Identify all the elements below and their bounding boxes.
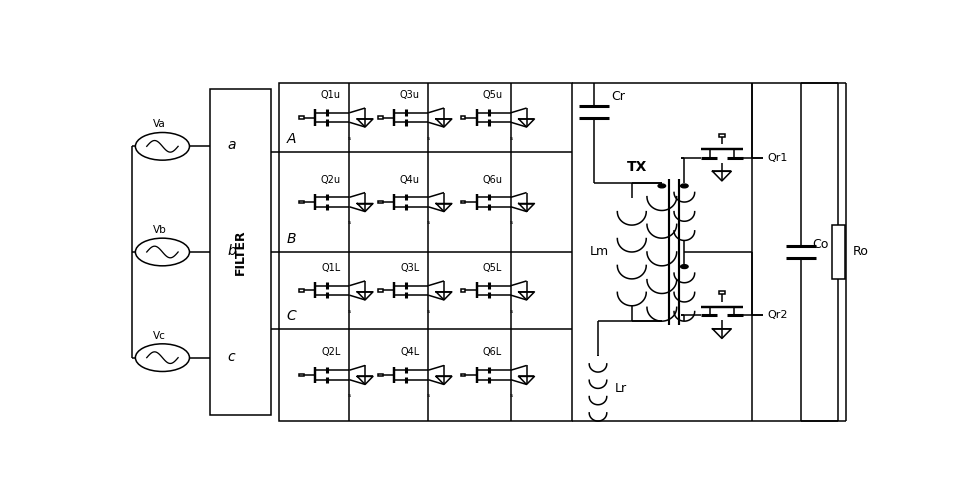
Circle shape xyxy=(658,184,666,188)
Circle shape xyxy=(136,238,190,266)
Text: s: s xyxy=(348,136,351,141)
Text: Vc: Vc xyxy=(153,331,166,341)
Text: s: s xyxy=(348,220,351,225)
Text: s: s xyxy=(510,309,513,314)
Bar xyxy=(209,89,271,415)
Text: Qr1: Qr1 xyxy=(767,153,788,163)
Text: s: s xyxy=(348,393,351,398)
Text: Cr: Cr xyxy=(610,90,625,103)
Text: s: s xyxy=(426,136,430,141)
Bar xyxy=(299,201,303,203)
Bar xyxy=(461,289,465,291)
Bar xyxy=(378,374,383,376)
Bar xyxy=(461,374,465,376)
Text: s: s xyxy=(510,220,513,225)
Text: Q5L: Q5L xyxy=(483,263,502,273)
Bar xyxy=(299,374,303,376)
Circle shape xyxy=(136,344,190,371)
Text: Q3u: Q3u xyxy=(400,90,420,100)
Text: TX: TX xyxy=(626,161,647,175)
Text: Qr2: Qr2 xyxy=(767,310,788,320)
Text: b: b xyxy=(227,244,235,258)
Bar xyxy=(719,134,725,137)
Bar xyxy=(279,83,572,421)
Text: s: s xyxy=(426,393,430,398)
Text: A: A xyxy=(287,132,296,146)
Text: s: s xyxy=(426,220,430,225)
Text: Q4L: Q4L xyxy=(400,347,420,357)
Text: Lr: Lr xyxy=(614,382,627,395)
Text: C: C xyxy=(287,309,297,323)
Text: Q2L: Q2L xyxy=(321,347,340,357)
Text: s: s xyxy=(348,309,351,314)
Bar xyxy=(299,116,303,119)
Text: s: s xyxy=(510,136,513,141)
Circle shape xyxy=(136,133,190,160)
Bar xyxy=(719,291,725,294)
Bar xyxy=(378,201,383,203)
Circle shape xyxy=(680,184,688,188)
Text: s: s xyxy=(510,393,513,398)
Circle shape xyxy=(680,264,688,268)
Text: FILTER: FILTER xyxy=(234,229,247,275)
Text: Q6L: Q6L xyxy=(483,347,502,357)
Text: Q2u: Q2u xyxy=(321,175,341,185)
Text: s: s xyxy=(426,309,430,314)
Text: Q6u: Q6u xyxy=(483,175,502,185)
Text: Va: Va xyxy=(153,119,166,129)
Text: Q1u: Q1u xyxy=(321,90,341,100)
Text: B: B xyxy=(287,232,296,246)
Bar xyxy=(378,289,383,291)
Text: Q3L: Q3L xyxy=(400,263,420,273)
Bar xyxy=(299,289,303,291)
Bar xyxy=(461,116,465,119)
Text: Q4u: Q4u xyxy=(400,175,420,185)
Text: Vb: Vb xyxy=(152,225,167,235)
Bar xyxy=(461,201,465,203)
Text: c: c xyxy=(227,349,234,363)
Text: Q5u: Q5u xyxy=(483,90,502,100)
Text: a: a xyxy=(227,138,235,152)
Text: Q1L: Q1L xyxy=(322,263,340,273)
Text: Co: Co xyxy=(812,238,828,251)
Bar xyxy=(831,225,845,279)
Text: Lm: Lm xyxy=(590,246,610,258)
Bar xyxy=(378,116,383,119)
Text: Ro: Ro xyxy=(853,246,868,258)
